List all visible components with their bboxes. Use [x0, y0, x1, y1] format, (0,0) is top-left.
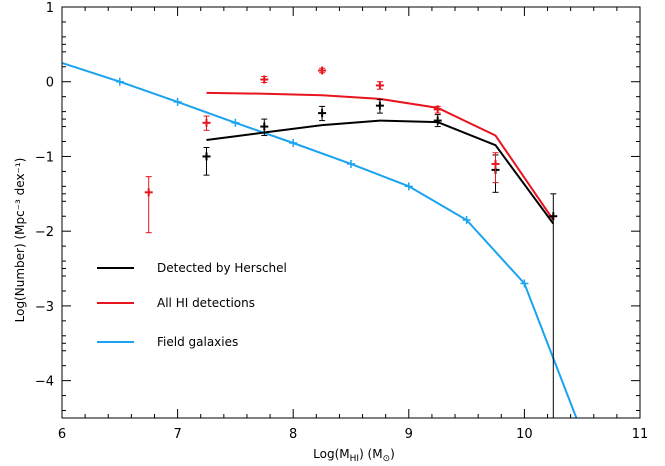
field-marker-0: [115, 77, 124, 86]
legend-entry-field-galaxies: Field galaxies: [97, 335, 238, 349]
field-marker-5: [404, 182, 413, 191]
plot-frame: [61, 6, 641, 419]
detected-by-herschel-point-4: [433, 114, 442, 128]
axis-labels: Log(Number) (Mpc⁻³ dex⁻¹) Log(MHI) (M⊙): [13, 158, 395, 464]
field-marker-6: [462, 215, 471, 224]
x-tick-label: 6: [58, 427, 66, 442]
series-line-field-galaxies: [62, 62, 578, 418]
detected-by-herschel-point-6: [549, 193, 558, 418]
all-hi-detections-point-2: [260, 75, 269, 84]
y-tick-label: −2: [35, 225, 54, 240]
detected-by-herschel-point-2: [318, 105, 327, 122]
y-tick-label: −3: [35, 300, 54, 315]
x-axis-label-sub2: ⊙: [383, 454, 391, 464]
all-hi-detections-point-6: [491, 152, 500, 184]
x-tick-label: 10: [516, 427, 533, 442]
y-tick-label: −1: [35, 150, 54, 165]
y-tick-label: −4: [35, 375, 54, 390]
all-hi-detections-point-3: [318, 66, 327, 75]
x-axis-label-sub: HI: [350, 454, 359, 464]
x-axis-label-main: Log(M: [313, 447, 349, 461]
x-axis-label: Log(MHI) (M⊙): [313, 447, 395, 464]
x-axis-label-rest: ) (M: [359, 447, 383, 461]
data-layer: [62, 62, 578, 418]
x-tick-label: 8: [289, 427, 297, 442]
legend-label: Detected by Herschel: [157, 261, 287, 275]
field-marker-3: [289, 139, 298, 148]
all-hi-detections-point-5: [433, 105, 442, 114]
legend-entry-detected-by-herschel: Detected by Herschel: [97, 261, 287, 275]
legend-label: All HI detections: [157, 296, 255, 310]
x-axis-label-end: ): [390, 447, 395, 461]
all-hi-detections-point-0: [144, 176, 153, 234]
legend: Detected by Herschel All HI detections Fie…: [97, 261, 287, 349]
detected-by-herschel-point-3: [375, 99, 384, 114]
all-hi-detections-point-4: [375, 81, 384, 90]
field-marker-7: [520, 279, 529, 288]
detected-by-herschel-point-1: [260, 118, 269, 137]
x-tick-label: 11: [632, 427, 649, 442]
field-marker-1: [173, 97, 182, 106]
field-marker-4: [347, 159, 355, 168]
detected-by-herschel-point-0: [202, 146, 211, 176]
x-tick-label: 9: [405, 427, 413, 442]
y-tick-label: 1: [46, 1, 54, 16]
y-axis-label: Log(Number) (Mpc⁻³ dex⁻¹): [13, 158, 27, 323]
field-marker-2: [231, 118, 240, 127]
x-tick-label: 7: [173, 427, 181, 442]
series-line-detected-by-herschel: [206, 119, 555, 225]
y-tick-label: 0: [46, 76, 54, 91]
series-line-all-hi-detections: [206, 91, 555, 221]
legend-label: Field galaxies: [157, 335, 238, 349]
legend-entry-all-hi-detections: All HI detections: [97, 296, 255, 310]
all-hi-detections-point-1: [202, 115, 211, 131]
